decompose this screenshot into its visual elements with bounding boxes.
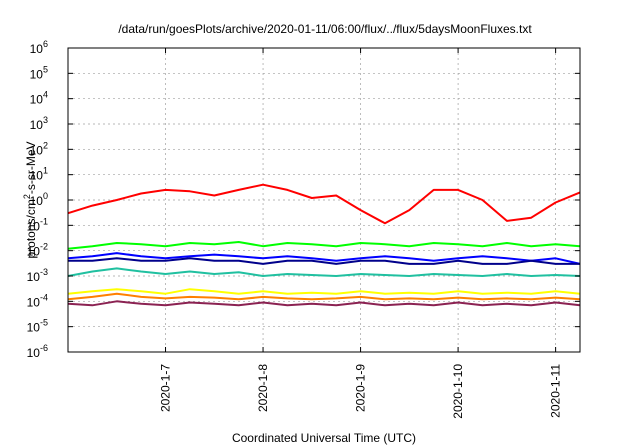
y-tick-label: 104: [30, 90, 48, 107]
y-tick-exp: -5: [40, 318, 48, 328]
y-tick-exp: 1: [43, 166, 48, 176]
y-tick-exp: 4: [43, 90, 48, 100]
y-tick-exp: -3: [40, 267, 48, 277]
y-tick-label: 10-4: [27, 292, 48, 309]
x-tick-label: 2020-1-7: [159, 364, 173, 412]
y-tick-label: 105: [30, 64, 48, 81]
y-tick-label: 101: [30, 166, 48, 183]
y-tick-base: 10: [30, 169, 44, 183]
y-tick-base: 10: [27, 346, 41, 360]
series-line-4: [68, 257, 580, 265]
series-line-7: [67, 292, 581, 301]
series-line-5: [67, 267, 581, 277]
y-tick-label: 100: [30, 191, 48, 208]
y-tick-label: 10-1: [27, 216, 48, 233]
series-line-3: [67, 252, 581, 265]
y-tick-label: 10-6: [27, 343, 48, 360]
y-tick-base: 10: [30, 194, 44, 208]
y-tick-label: 10-5: [27, 318, 48, 335]
x-axis-title: Coordinated Universal Time (UTC): [232, 431, 416, 445]
y-tick-exp: -1: [40, 216, 48, 226]
y-axis-title-sup: 2: [22, 194, 32, 199]
series-line-1: [67, 183, 581, 225]
y-tick-base: 10: [30, 118, 44, 132]
x-tick-label: 2020-1-11: [549, 364, 563, 418]
y-axis-title-rest: -s-sr-MeV: [24, 141, 38, 194]
series-group: [67, 183, 581, 307]
y-tick-base: 10: [30, 67, 44, 81]
y-tick-base: 10: [27, 295, 41, 309]
x-axis: 2020-1-7 2020-1-8 2020-1-9 2020-1-10 2020-1-…: [159, 48, 563, 419]
y-tick-exp: 2: [43, 140, 48, 150]
y-axis-title: protons/cm2-s-sr-MeV: [22, 141, 38, 258]
series-line-6: [67, 288, 581, 295]
y-tick-exp: -4: [40, 292, 48, 302]
y-tick-base: 10: [30, 143, 44, 157]
series-line-8: [67, 300, 581, 307]
y-tick-exp: 3: [43, 115, 48, 125]
y-tick-base: 10: [27, 219, 41, 233]
y-axis-title-base: protons/cm: [24, 199, 38, 258]
y-tick-exp: -6: [40, 343, 48, 353]
x-tick-label: 2020-1-9: [354, 364, 368, 412]
x-tick-label: 2020-1-10: [451, 364, 465, 419]
y-tick-label: 10-3: [27, 267, 48, 284]
y-tick-base: 10: [30, 42, 44, 56]
y-tick-base: 10: [27, 270, 41, 284]
y-tick-exp: 6: [43, 39, 48, 49]
y-tick-label: 106: [30, 39, 48, 56]
y-axis: 10-610-510-410-310-210-11001011021031041…: [27, 39, 580, 360]
x-tick-label: 2020-1-8: [256, 364, 270, 412]
y-tick-label: 103: [30, 115, 48, 132]
y-tick-exp: -2: [40, 242, 48, 252]
y-tick-label: 10-2: [27, 242, 48, 259]
y-tick-exp: 0: [43, 191, 48, 201]
chart-title: /data/run/goesPlots/archive/2020-01-11/0…: [118, 22, 532, 36]
y-tick-exp: 5: [43, 64, 48, 74]
y-tick-base: 10: [27, 321, 41, 335]
y-tick-base: 10: [30, 93, 44, 107]
y-tick-base: 10: [27, 245, 41, 259]
y-tick-label: 102: [30, 140, 48, 157]
series-line-2: [67, 241, 581, 250]
